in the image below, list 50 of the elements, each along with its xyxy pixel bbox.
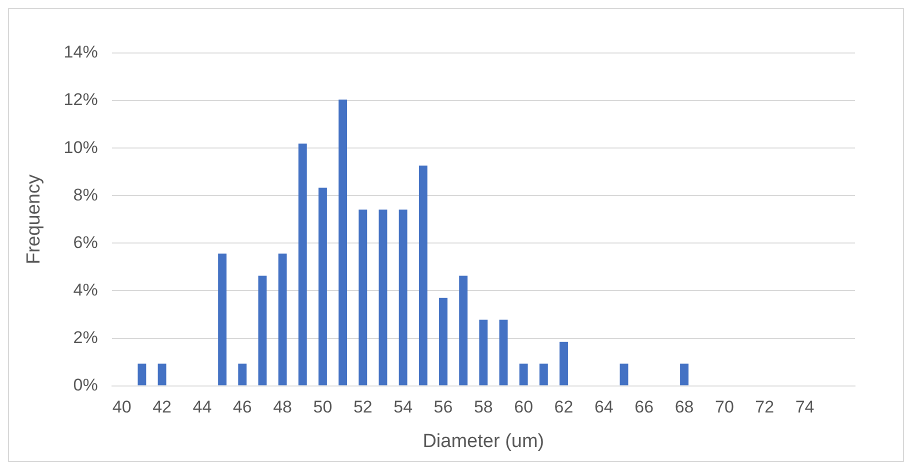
- bar: [479, 320, 488, 386]
- x-tick-label: 48: [273, 398, 292, 417]
- x-tick-label: 54: [394, 398, 413, 417]
- y-tick-label: 14%: [64, 42, 98, 62]
- x-tick-label: 56: [434, 398, 453, 417]
- bar: [298, 144, 307, 386]
- x-tick-label: 68: [674, 398, 694, 417]
- x-tick-label: 74: [795, 398, 814, 417]
- y-tick-label: 4%: [73, 280, 98, 300]
- bar: [278, 254, 287, 386]
- x-tick-label: 42: [152, 398, 172, 417]
- y-tick-label: 10%: [64, 138, 98, 157]
- bar: [378, 210, 388, 386]
- x-tick-label: 46: [232, 398, 252, 417]
- bar: [439, 298, 448, 386]
- x-tick-label: 44: [192, 398, 212, 417]
- bar: [138, 364, 146, 386]
- bar: [620, 364, 628, 386]
- bar: [158, 364, 166, 386]
- bar: [418, 166, 428, 386]
- y-axis-title: Frequency: [24, 174, 45, 264]
- y-tick-label: 2%: [73, 328, 98, 347]
- bar: [258, 276, 267, 386]
- x-tick-label: 64: [594, 398, 614, 417]
- bar: [358, 210, 368, 386]
- bar: [499, 320, 508, 386]
- x-tick-label: 72: [755, 398, 774, 417]
- y-tick-label: 8%: [73, 185, 98, 204]
- bar: [238, 364, 247, 386]
- x-tick-label: 66: [634, 398, 654, 417]
- x-tick-label: 62: [554, 398, 574, 417]
- y-tick-label: 6%: [73, 232, 98, 252]
- y-tick-label: 12%: [64, 90, 98, 110]
- x-tick-label: 70: [714, 398, 734, 417]
- bar: [539, 364, 548, 386]
- x-tick-label: 40: [112, 398, 132, 417]
- x-tick-label: 60: [514, 398, 534, 417]
- x-axis-title: Diameter (um): [422, 430, 544, 452]
- bar: [338, 100, 348, 386]
- bar: [318, 188, 327, 386]
- x-tick-label: 58: [474, 398, 493, 417]
- bar: [398, 210, 408, 386]
- bar: [519, 364, 528, 386]
- y-tick-label: 0%: [73, 375, 98, 394]
- x-tick-label: 50: [313, 398, 332, 417]
- bar: [560, 342, 568, 386]
- bar: [680, 364, 688, 386]
- bar: [459, 276, 468, 386]
- bar: [218, 254, 227, 386]
- x-tick-label: 52: [353, 398, 372, 417]
